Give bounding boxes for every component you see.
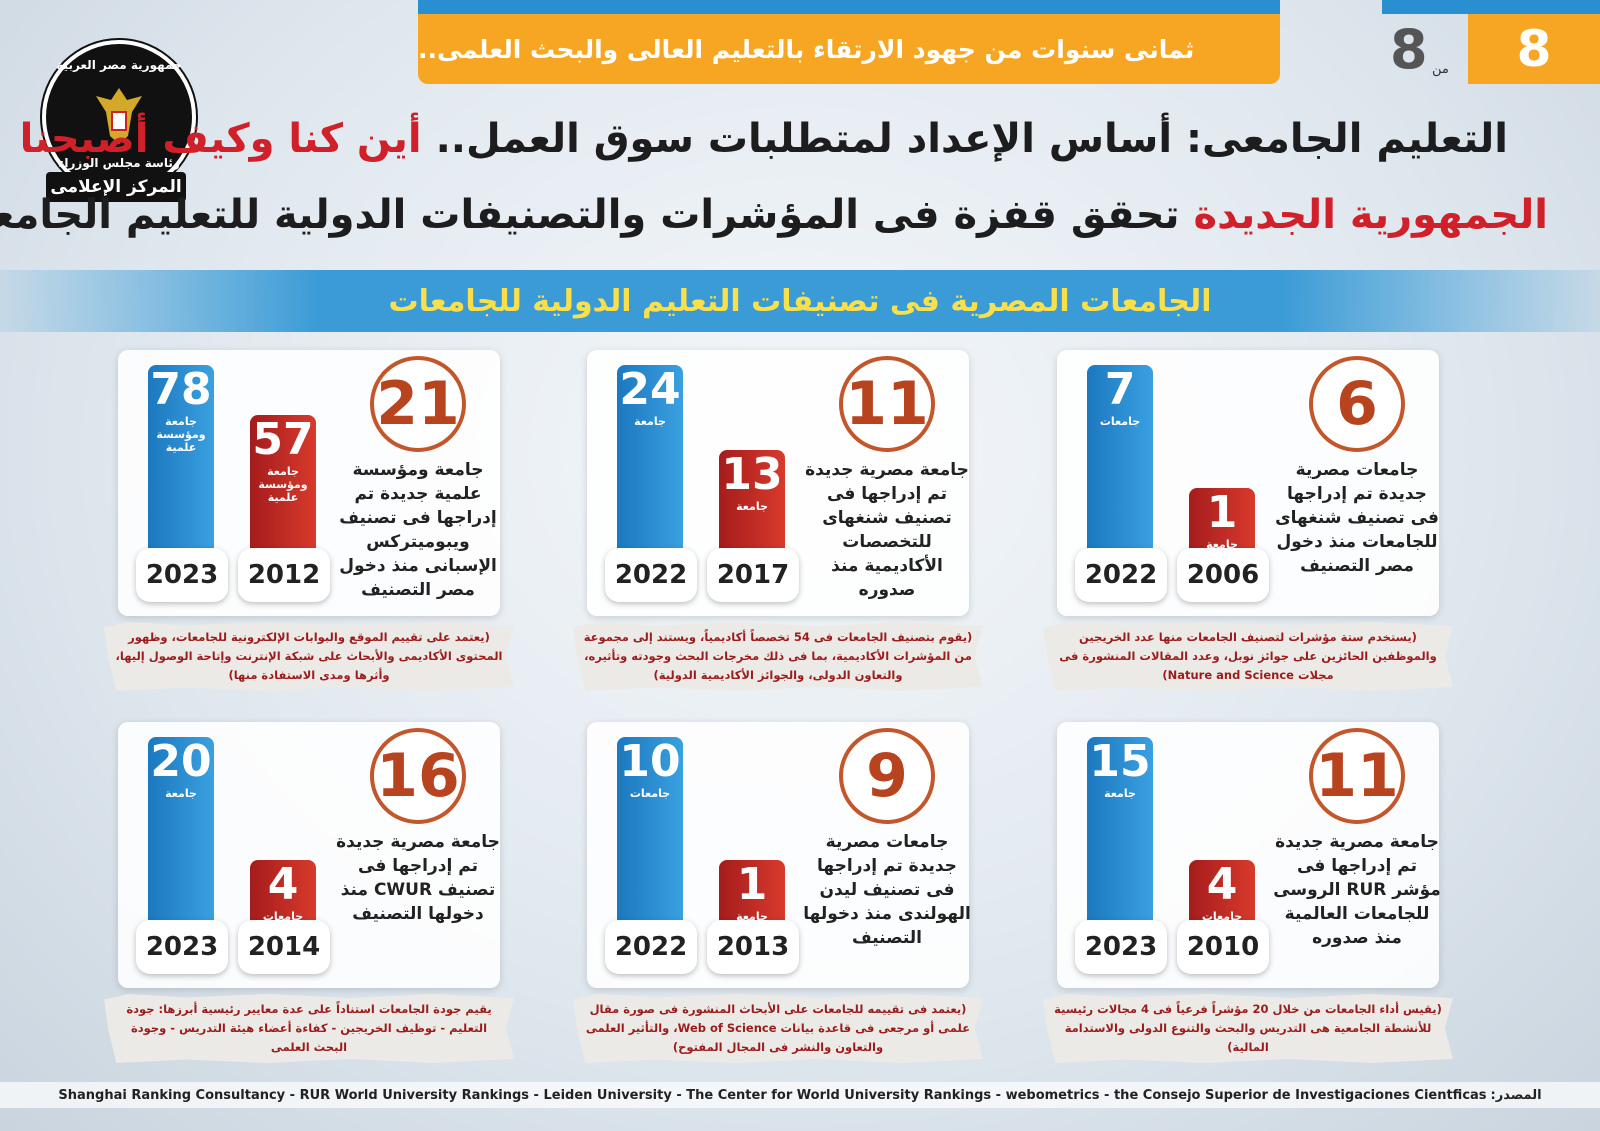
logo: جمهورية مصر العربية رئاسة مجلس الوزراء	[42, 40, 196, 194]
banner: ثمانى سنوات من جهود الارتقاء بالتعليم ال…	[418, 0, 1280, 84]
bar-unit: جامعات	[1099, 415, 1141, 428]
source-label: المصدر:	[1490, 1087, 1542, 1103]
bar-unit: جامعة ومؤسسة علمية	[258, 464, 308, 504]
page-of: من	[1432, 62, 1449, 77]
note: (يعتمد فى تقييمه للجامعات على الأبحاث ال…	[573, 994, 983, 1063]
year: 2022	[1075, 548, 1167, 602]
bar-value: 24	[619, 364, 681, 415]
year: 2010	[1177, 920, 1269, 974]
page-number: 8	[1468, 14, 1600, 84]
panel: 11 جامعة مصرية جديدة تم إدراجها فى مؤشر R…	[1057, 722, 1441, 988]
year: 2023	[136, 920, 228, 974]
year: 2022	[605, 920, 697, 974]
bar-unit: جامعة	[1104, 787, 1136, 800]
bar-value: 13	[721, 448, 783, 500]
note: يقيم جودة الجامعات استناداً على عدة معاي…	[104, 994, 514, 1063]
count: 11	[839, 356, 935, 452]
year: 2013	[707, 920, 799, 974]
year: 2023	[1075, 920, 1167, 974]
title-text: التعليم الجامعى: أساس الإعداد لمتطلبات س…	[435, 116, 1508, 162]
count: 6	[1309, 356, 1405, 452]
bar-value: 78	[150, 364, 212, 415]
panel: 16 جامعة مصرية جديدة تم إدراجها فى تصنيف …	[118, 722, 500, 988]
bar-unit: جامعة ومؤسسة علمية	[156, 415, 206, 454]
source-list: Shanghai Ranking Consultancy - RUR World…	[58, 1087, 1487, 1103]
note: (يقيس أداء الجامعات من خلال 20 مؤشراً فر…	[1043, 994, 1453, 1063]
title-text: تحقق قفزة فى المؤشرات والتصنيفات الدولية…	[0, 192, 1180, 238]
bar: 13 جامعة	[719, 448, 785, 550]
title-line-1: التعليم الجامعى: أساس الإعداد لمتطلبات س…	[20, 116, 1508, 162]
section-title: الجامعات المصرية فى تصنيفات التعليم الدو…	[0, 270, 1600, 332]
bar-value: 7	[1104, 364, 1136, 415]
bar-unit: جامعة	[634, 415, 666, 428]
bar: 15 جامعة	[1087, 737, 1153, 922]
note: (يعتمد على تقييم الموقع والبوابات الإلكت…	[104, 622, 514, 691]
note: (يقوم بتصنيف الجامعات فى 54 تخصصاً أكادي…	[573, 622, 983, 691]
panel: 11 جامعة مصرية جديدة تم إدراجها فى تصنيف …	[587, 350, 969, 616]
page-bar	[1382, 0, 1600, 14]
year: 2022	[605, 548, 697, 602]
year: 2017	[707, 548, 799, 602]
bar: 1 جامعة	[719, 859, 785, 923]
bar-value: 4	[1206, 859, 1238, 910]
year: 2023	[136, 548, 228, 602]
bar-unit: جامعات	[262, 910, 304, 923]
description: جامعات مصرية جديدة تم إدراجها فى تصنيف ش…	[1275, 460, 1439, 576]
bar: 78 جامعة ومؤسسة علمية	[148, 365, 214, 550]
year: 2006	[1177, 548, 1269, 602]
bar-value: 15	[1089, 736, 1151, 787]
description: جامعة مصرية جديدة تم إدراجها فى تصنيف شن…	[805, 460, 969, 600]
year: 2014	[238, 920, 330, 974]
bar-unit: جامعة	[1206, 538, 1238, 551]
bar: 10 جامعات	[617, 737, 683, 922]
count: 11	[1309, 728, 1405, 824]
bar-unit: جامعات	[629, 787, 671, 800]
bar-value: 1	[1206, 487, 1238, 538]
bar: 7 جامعات	[1087, 365, 1153, 550]
bar-value: 57	[252, 413, 314, 465]
bar-value: 20	[150, 736, 212, 787]
panel: 21 جامعة ومؤسسة علمية جديدة تم إدراجها فى…	[118, 350, 500, 616]
logo-band: المركز الإعلامى	[46, 172, 186, 202]
description: جامعة ومؤسسة علمية جديدة تم إدراجها فى ت…	[339, 460, 497, 600]
year: 2012	[238, 548, 330, 602]
bar-value: 10	[619, 736, 681, 787]
bar: 24 جامعة	[617, 365, 683, 550]
source: Shanghai Ranking Consultancy - RUR World…	[0, 1082, 1600, 1108]
count: 9	[839, 728, 935, 824]
bar: 4 جامعات	[1189, 859, 1255, 923]
note: (يستخدم ستة مؤشرات لتصنيف الجامعات منها …	[1043, 622, 1453, 691]
logo-top: جمهورية مصر العربية	[56, 58, 182, 72]
bar: 4 جامعات	[250, 859, 316, 923]
bar: 57 جامعة ومؤسسة علمية	[250, 413, 316, 550]
bar-value: 1	[736, 859, 768, 910]
logo-bottom: رئاسة مجلس الوزراء	[58, 156, 180, 170]
panel: 6 جامعات مصرية جديدة تم إدراجها فى تصنيف …	[1057, 350, 1439, 616]
bar: 20 جامعة	[148, 737, 214, 922]
bar-unit: جامعات	[1201, 910, 1243, 923]
description: جامعة مصرية جديدة تم إدراجها فى تصنيف CW…	[336, 832, 500, 924]
bar: 1 جامعة	[1189, 487, 1255, 551]
title-line-2: الجمهورية الجديدة تحقق قفزة فى المؤشرات …	[0, 192, 1548, 238]
count: 21	[370, 356, 466, 452]
bar-unit: جامعة	[736, 910, 768, 923]
title-highlight: الجمهورية الجديدة	[1193, 192, 1549, 238]
title-highlight: أين كنا وكيف أصبحنا	[19, 116, 422, 162]
bar-value: 4	[267, 859, 299, 910]
bar-unit: جامعة	[165, 787, 197, 800]
count: 16	[370, 728, 466, 824]
description: جامعة مصرية جديدة تم إدراجها فى مؤشر RUR…	[1273, 832, 1441, 948]
panel: 9 جامعات مصرية جديدة تم إدراجها فى تصنيف …	[587, 722, 971, 988]
bar-unit: جامعة	[736, 499, 768, 513]
page-total: 8	[1390, 18, 1428, 81]
eagle	[96, 88, 142, 144]
description: جامعات مصرية جديدة تم إدراجها فى تصنيف ل…	[803, 832, 971, 948]
